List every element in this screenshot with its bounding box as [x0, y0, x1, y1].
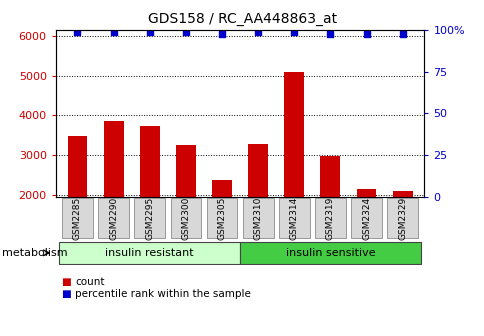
- FancyBboxPatch shape: [315, 198, 345, 239]
- FancyBboxPatch shape: [62, 198, 92, 239]
- Text: count: count: [75, 277, 105, 287]
- Point: [74, 29, 81, 35]
- Bar: [320, 156, 340, 274]
- Point: [290, 29, 298, 35]
- FancyBboxPatch shape: [206, 198, 237, 239]
- FancyBboxPatch shape: [278, 198, 309, 239]
- FancyBboxPatch shape: [98, 198, 129, 239]
- FancyBboxPatch shape: [170, 198, 201, 239]
- Text: GSM2310: GSM2310: [253, 197, 262, 240]
- Point: [398, 31, 406, 36]
- Text: GSM2319: GSM2319: [325, 197, 334, 240]
- Bar: [176, 145, 196, 274]
- FancyBboxPatch shape: [387, 198, 417, 239]
- Point: [109, 29, 117, 35]
- Point: [326, 31, 333, 36]
- Text: GSM2300: GSM2300: [181, 197, 190, 240]
- FancyBboxPatch shape: [240, 242, 420, 264]
- Text: GSM2295: GSM2295: [145, 197, 154, 240]
- Text: metabolism: metabolism: [2, 248, 68, 258]
- Point: [254, 29, 261, 35]
- Text: GSM2305: GSM2305: [217, 197, 226, 240]
- Text: percentile rank within the sample: percentile rank within the sample: [75, 289, 251, 299]
- FancyBboxPatch shape: [59, 242, 240, 264]
- Text: GSM2329: GSM2329: [397, 197, 407, 240]
- Bar: [248, 144, 268, 274]
- Text: ■: ■: [60, 289, 70, 299]
- Text: insulin resistant: insulin resistant: [105, 248, 194, 258]
- Text: GDS158 / RC_AA448863_at: GDS158 / RC_AA448863_at: [148, 12, 336, 26]
- Text: GSM2285: GSM2285: [73, 197, 82, 240]
- Text: insulin sensitive: insulin sensitive: [285, 248, 375, 258]
- Bar: [356, 188, 376, 274]
- Text: GSM2324: GSM2324: [362, 197, 370, 240]
- Bar: [392, 191, 412, 274]
- Text: GSM2314: GSM2314: [289, 197, 298, 240]
- Point: [362, 31, 370, 36]
- Bar: [67, 136, 87, 274]
- Point: [182, 29, 189, 35]
- Point: [218, 31, 226, 36]
- FancyBboxPatch shape: [242, 198, 273, 239]
- Bar: [139, 126, 159, 274]
- Text: GSM2290: GSM2290: [109, 197, 118, 240]
- Bar: [212, 179, 231, 274]
- FancyBboxPatch shape: [350, 198, 381, 239]
- Point: [146, 29, 153, 35]
- Bar: [284, 72, 303, 274]
- FancyBboxPatch shape: [134, 198, 165, 239]
- Bar: [104, 121, 123, 274]
- Text: ■: ■: [60, 277, 70, 287]
